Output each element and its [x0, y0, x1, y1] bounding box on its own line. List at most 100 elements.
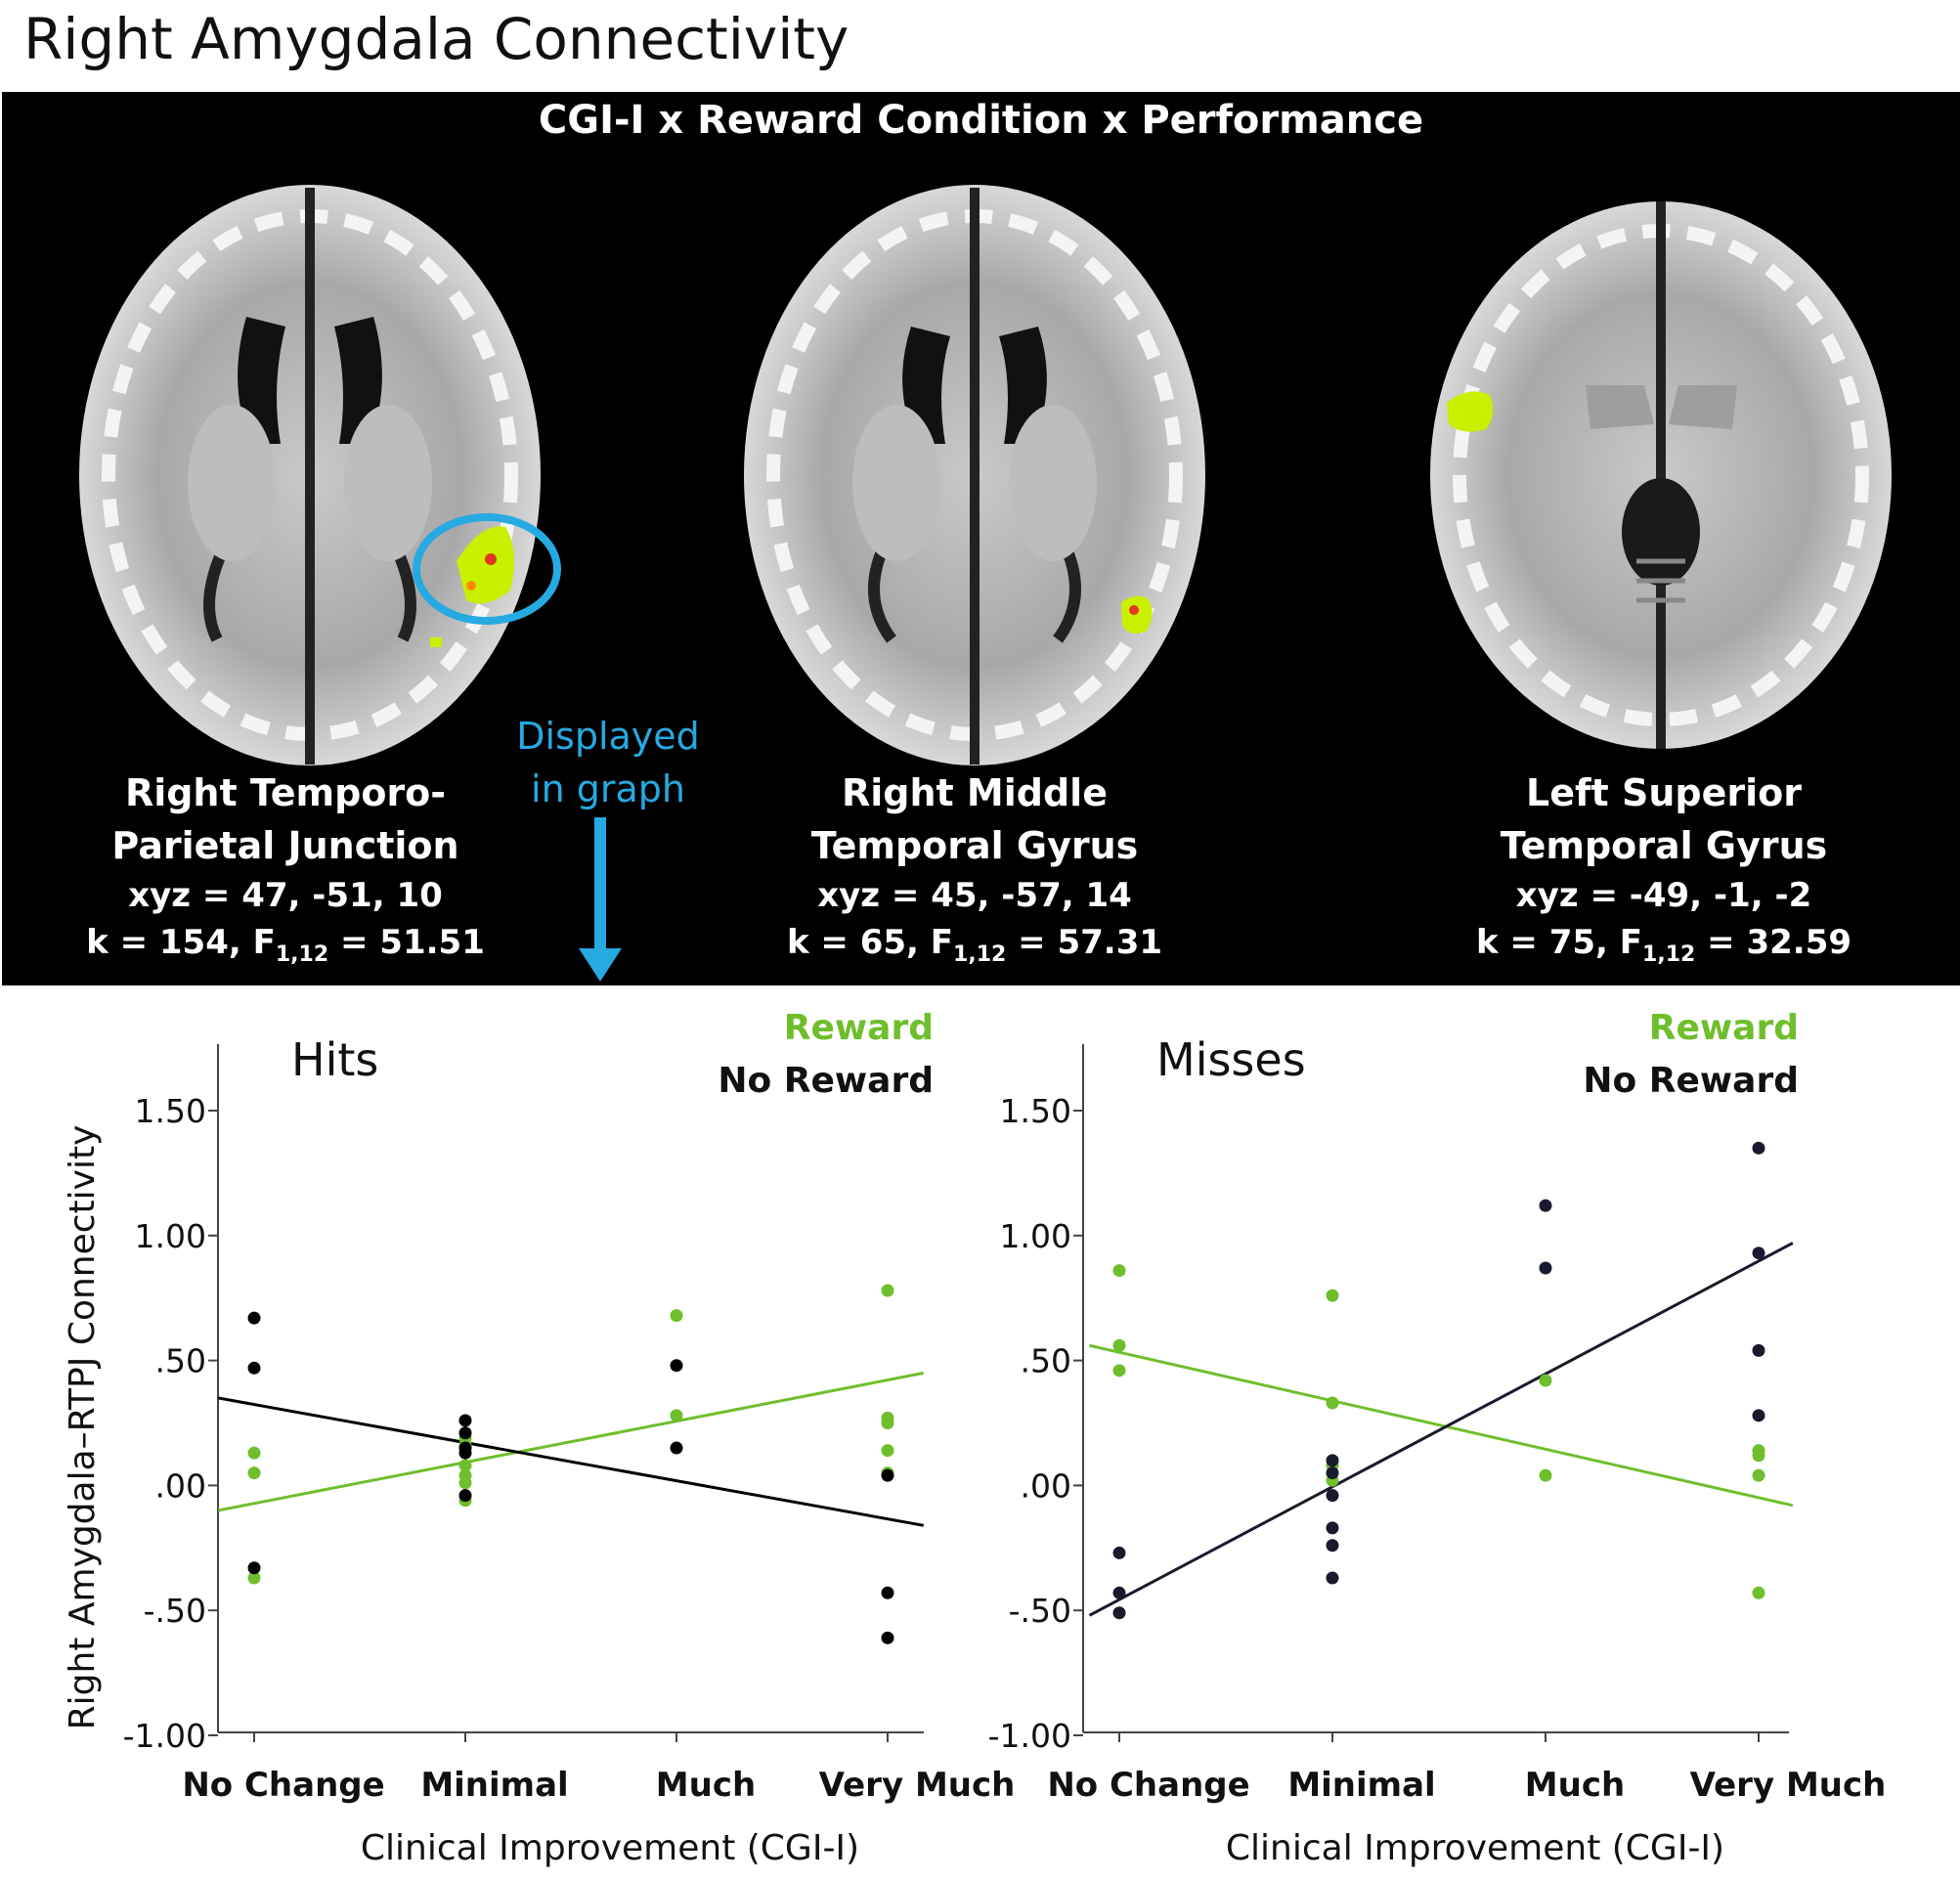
region-coordinates: xyz = 47, -51, 10 [128, 876, 443, 915]
x-axis-label: Clinical Improvement (CGI-I) [361, 1828, 859, 1868]
legend-entry: Reward [784, 1008, 934, 1048]
data-point [1326, 1396, 1339, 1410]
brain-slice-middle [744, 185, 1205, 766]
chart-misses: 1.50 1.00 .50 .00 -.50 -1.00 No Change Minimal M… [988, 1008, 1887, 1868]
region-name-line1: Left Superior [1526, 771, 1802, 814]
panel-heading: CGI-I x Reward Condition x Performance [538, 98, 1424, 143]
data-point [247, 1561, 261, 1575]
data-point [1752, 1247, 1765, 1260]
x-category-label: Much [1525, 1766, 1625, 1805]
note-line2: in graph [531, 767, 685, 810]
y-tick-label: -1.00 [988, 1717, 1071, 1755]
fit-line [218, 1396, 924, 1527]
region-stats: k = 65, F1,12 = 57.31 [786, 923, 1163, 967]
region-name-line2: Parietal Junction [111, 824, 459, 867]
data-point [247, 1311, 261, 1325]
y-tick-label: 1.00 [135, 1217, 206, 1255]
data-point [1112, 1264, 1126, 1278]
data-point [1326, 1289, 1339, 1302]
x-category-label: Very Much [819, 1766, 1016, 1805]
data-point [1326, 1466, 1339, 1480]
data-point [1752, 1468, 1765, 1482]
data-point [458, 1459, 472, 1472]
legend-entry: Reward [1649, 1008, 1799, 1048]
region-coordinates: xyz = 45, -57, 14 [817, 876, 1132, 915]
data-point [1539, 1468, 1552, 1482]
data-point [881, 1586, 894, 1599]
data-point [1112, 1338, 1126, 1352]
x-category-label: No Change [182, 1766, 384, 1805]
region-caption-rmtg: Right Middle Temporal Gyrus xyz = 45, -5… [720, 766, 1229, 979]
brain-slices-svg [79, 185, 1892, 766]
x-axis-label: Clinical Improvement (CGI-I) [1226, 1828, 1724, 1868]
region-name-line2: Temporal Gyrus [1500, 824, 1828, 867]
data-point [670, 1309, 683, 1323]
data-point [1752, 1449, 1765, 1463]
data-point [247, 1571, 261, 1585]
region-name-line2: Temporal Gyrus [810, 824, 1139, 867]
y-tick-label: 1.00 [1000, 1217, 1071, 1255]
displayed-in-graph-note: Displayed in graph [510, 710, 706, 815]
y-tick-label: .50 [155, 1342, 206, 1380]
data-point [1539, 1199, 1552, 1212]
region-caption-rtpj: Right Temporo- Parietal Junction xyz = 4… [31, 766, 540, 979]
region-name-line1: Right Temporo- [124, 771, 447, 814]
y-tick-label: -1.00 [123, 1717, 206, 1755]
brain-images-panel: CGI-I x Reward Condition x Performance R… [2, 92, 1960, 985]
region-coordinates: xyz = -49, -1, -2 [1515, 876, 1812, 915]
y-axis-label: Right Amygdala–RTPJ Connectivity [63, 1125, 103, 1730]
data-point [670, 1409, 683, 1422]
fit-line [1088, 1242, 1794, 1617]
fit-line [1089, 1343, 1794, 1508]
chart-hits: 1.50 1.00 .50 .00 -.50 -1.00 No Change Minimal M… [63, 1008, 1015, 1868]
data-point [458, 1476, 472, 1490]
data-point [247, 1446, 261, 1460]
brain-slice-right [1430, 201, 1892, 749]
data-point [1112, 1586, 1126, 1599]
y-tick-label: 1.50 [1000, 1092, 1071, 1130]
y-tick-label: .00 [1021, 1466, 1071, 1505]
note-line1: Displayed [516, 715, 700, 758]
brain-slice-left [79, 185, 561, 766]
data-point [1326, 1489, 1339, 1503]
data-point [1326, 1521, 1339, 1535]
data-point [670, 1359, 683, 1373]
region-name-line1: Right Middle [842, 771, 1108, 814]
data-point [1752, 1141, 1765, 1155]
plots-svg: 1.50 1.00 .50 .00 -.50 -1.00 No Change Minimal M… [63, 1008, 1887, 1868]
data-point [1539, 1374, 1552, 1387]
region-stats: k = 75, F1,12 = 32.59 [1475, 923, 1852, 967]
data-point [881, 1631, 894, 1644]
data-point [1326, 1571, 1339, 1585]
y-tick-label: .00 [155, 1466, 206, 1505]
region-stats: k = 154, F1,12 = 51.51 [86, 923, 485, 967]
data-point [1326, 1454, 1339, 1467]
data-point [881, 1444, 894, 1458]
legend-entry: No Reward [718, 1061, 934, 1101]
y-tick-label: -.50 [144, 1592, 206, 1630]
data-point [1752, 1586, 1765, 1599]
data-point [458, 1426, 472, 1440]
data-point [1539, 1261, 1552, 1275]
data-point [881, 1468, 894, 1482]
data-point [247, 1466, 261, 1480]
data-point [458, 1489, 472, 1503]
data-point [1112, 1546, 1126, 1559]
x-category-label: Minimal [420, 1766, 568, 1805]
x-category-label: No Change [1047, 1766, 1249, 1805]
data-point [1326, 1539, 1339, 1553]
data-point [458, 1446, 472, 1460]
data-point [881, 1417, 894, 1429]
legend-entry: No Reward [1583, 1061, 1799, 1101]
y-tick-label: -.50 [1009, 1592, 1071, 1630]
data-point [1752, 1409, 1765, 1422]
fit-line [217, 1371, 925, 1512]
x-category-label: Much [656, 1766, 756, 1805]
y-tick-label: .50 [1021, 1342, 1071, 1380]
data-point [881, 1284, 894, 1297]
data-point [458, 1414, 472, 1427]
y-tick-label: 1.50 [135, 1092, 206, 1130]
figure-title: Right Amygdala Connectivity [23, 6, 849, 72]
region-caption-lstg: Left Superior Temporal Gyrus xyz = -49, … [1410, 766, 1918, 979]
data-point [670, 1441, 683, 1455]
